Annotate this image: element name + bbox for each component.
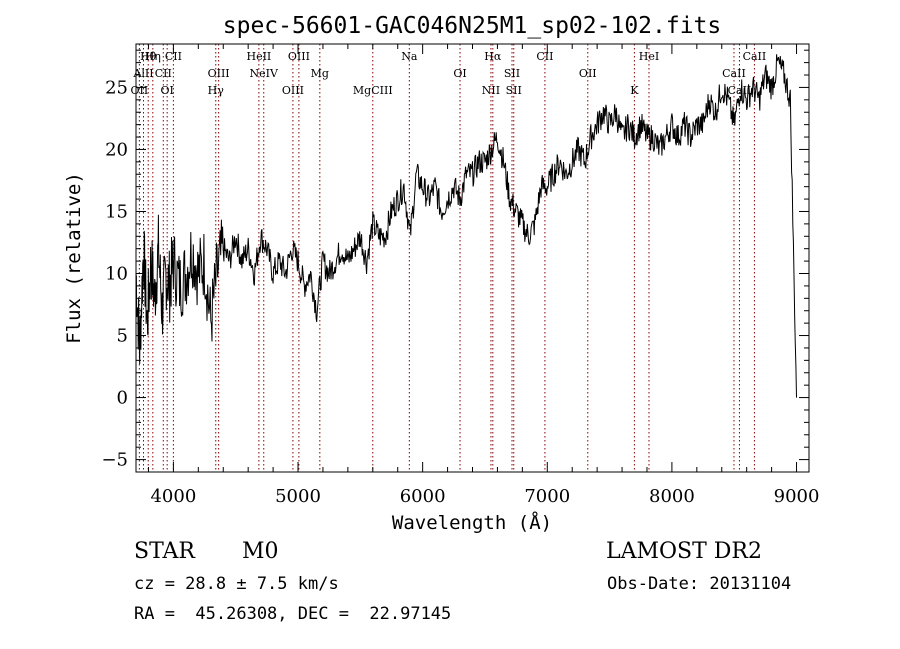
marker-label: OII [131, 84, 149, 97]
y-tick-label: −5 [101, 450, 128, 471]
marker-label: OII [579, 67, 597, 80]
marker-label: Hγ [208, 84, 225, 97]
marker-label: CII [155, 67, 172, 80]
observation-date: Obs-Date: 20131104 [607, 574, 792, 594]
emission-line-labels: HθAlIIOIIHηCIIOICIIOIIIHγHeIINeIVOIIIOII… [131, 50, 767, 97]
object-subclass: M0 [242, 539, 279, 564]
marker-label: OI [453, 67, 466, 80]
marker-label: SII [506, 84, 522, 97]
marker-label: OIII [282, 84, 304, 97]
marker-label: CaII [743, 50, 767, 63]
marker-label: CII [165, 50, 182, 63]
coordinates: RA = 45.26308, DEC = 22.97145 [134, 604, 452, 624]
x-axis-label: Wavelength (Å) [392, 511, 552, 534]
x-tick-label: 4000 [150, 486, 196, 507]
marker-label: OIII [288, 50, 310, 63]
y-axis-label: Flux (relative) [63, 172, 85, 344]
marker-label: Hα [484, 50, 502, 63]
marker-label: HeI [639, 50, 659, 63]
marker-label: Hη [145, 50, 161, 63]
emission-line-markers [138, 44, 755, 472]
x-tick-label: 7000 [524, 486, 570, 507]
marker-label: Mg [311, 67, 329, 80]
marker-label: MgCIII [353, 84, 393, 97]
marker-label: HeII [246, 50, 271, 63]
marker-label: K [630, 84, 639, 97]
redshift-value: cz = 28.8 ± 7.5 km/s [134, 574, 339, 594]
object-class: STAR [134, 539, 195, 564]
marker-label: OIII [208, 67, 230, 80]
marker-label: OI [160, 84, 173, 97]
marker-label: SII [504, 67, 520, 80]
x-tick-label: 5000 [275, 486, 321, 507]
marker-label: CII [536, 50, 553, 63]
chart-title: spec-56601-GAC046N25M1_sp02-102.fits [223, 13, 722, 39]
y-tick-label: 15 [105, 201, 128, 222]
marker-label: NII [482, 84, 500, 97]
y-tick-label: 10 [105, 264, 128, 285]
y-tick-label: 5 [117, 326, 128, 347]
x-tick-label: 8000 [649, 486, 695, 507]
marker-label: AlII [132, 67, 153, 80]
y-tick-label: 20 [105, 139, 128, 160]
y-tick-label: 25 [105, 77, 128, 98]
marker-label: Na [401, 50, 418, 63]
y-tick-label: 0 [117, 388, 128, 409]
marker-label: Hθ [140, 50, 157, 63]
marker-label: NeIV [250, 67, 279, 80]
spectrum-line [135, 54, 797, 398]
survey-name: LAMOST DR2 [606, 539, 762, 564]
x-tick-label: 6000 [400, 486, 446, 507]
y-axis-ticks: −5 0 5 10 15 20 25 [101, 49, 809, 471]
marker-label: CaII [722, 67, 746, 80]
x-axis-ticks: 4000 5000 6000 7000 8000 9000 [147, 44, 820, 507]
x-tick-label: 9000 [774, 486, 820, 507]
